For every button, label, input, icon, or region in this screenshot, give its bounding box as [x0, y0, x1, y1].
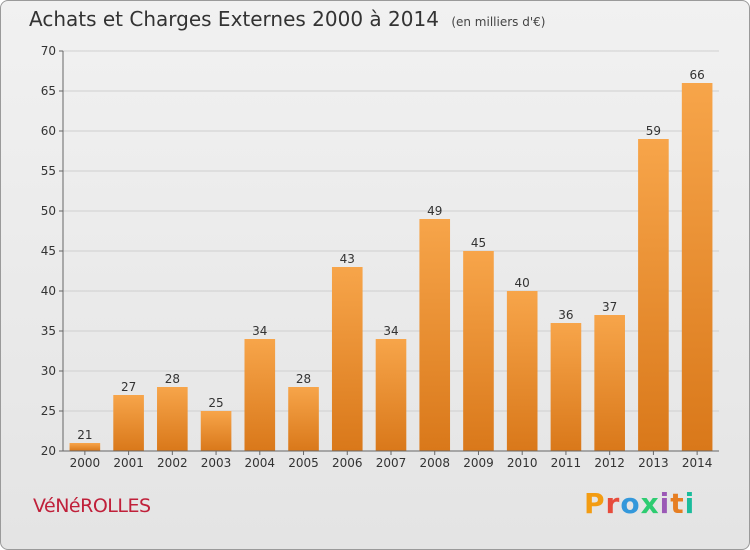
bar-2013 [638, 139, 669, 451]
x-tick-label-2000: 2000 [70, 456, 101, 470]
logo-letter: P [584, 487, 606, 520]
x-tick-label-2007: 2007 [376, 456, 407, 470]
place-name: VéNéROLLES [33, 495, 151, 517]
bar-2002 [157, 387, 188, 451]
proxiti-logo: Proxiti [584, 487, 695, 520]
chart-unit: (en milliers d'€) [451, 15, 546, 29]
value-label-2011: 36 [558, 308, 573, 322]
bar-2009 [463, 251, 494, 451]
x-tick-label-2010: 2010 [507, 456, 538, 470]
x-tick-label-2009: 2009 [463, 456, 494, 470]
x-tick-label-2004: 2004 [245, 456, 276, 470]
logo-letter: o [620, 487, 641, 520]
bar-2000 [69, 443, 101, 451]
x-tick-label-2002: 2002 [157, 456, 188, 470]
bar-2010 [506, 291, 538, 451]
bar-2014 [681, 83, 713, 451]
x-tick-label-2014: 2014 [682, 456, 713, 470]
bar-2005 [288, 387, 319, 451]
bar-2008 [419, 219, 451, 451]
y-tick-label: 40 [41, 284, 56, 298]
bar-2007 [375, 339, 407, 451]
bar-2006 [331, 267, 363, 451]
bars: 21 27 28 25 34 28 43 34 49 45 40 36 37 59 66 [69, 68, 713, 451]
y-tick-label: 50 [41, 204, 56, 218]
y-tick-label: 70 [41, 44, 56, 58]
value-label-2004: 34 [252, 324, 267, 338]
chart-title-text: Achats et Charges Externes 2000 à 2014 [29, 7, 439, 31]
y-tick-label: 35 [41, 324, 56, 338]
logo-letter: r [605, 487, 621, 520]
y-tick-label: 65 [41, 84, 56, 98]
value-label-2006: 43 [340, 252, 355, 266]
value-label-2008: 49 [427, 204, 442, 218]
value-label-2013: 59 [646, 124, 661, 138]
value-label-2003: 25 [208, 396, 223, 410]
logo-letter: i [684, 487, 696, 520]
value-label-2000: 21 [77, 428, 92, 442]
y-tick-label: 60 [41, 124, 56, 138]
x-tick-label-2001: 2001 [113, 456, 144, 470]
value-label-2014: 66 [689, 68, 704, 82]
x-tick-label-2011: 2011 [551, 456, 582, 470]
y-tick-label: 45 [41, 244, 56, 258]
logo-letter: t [670, 487, 685, 520]
value-label-2010: 40 [515, 276, 530, 290]
bar-2001 [113, 395, 144, 451]
value-label-2002: 28 [165, 372, 180, 386]
x-tick-label-2005: 2005 [288, 456, 319, 470]
value-label-2005: 28 [296, 372, 311, 386]
bar-2011 [550, 323, 582, 451]
x-tick-label-2006: 2006 [332, 456, 363, 470]
y-tick-label: 25 [41, 404, 56, 418]
x-tick-label-2013: 2013 [638, 456, 669, 470]
value-label-2007: 34 [383, 324, 398, 338]
x-tick-label-2008: 2008 [419, 456, 450, 470]
y-tick-label: 20 [41, 444, 56, 458]
x-tick-label-2003: 2003 [201, 456, 232, 470]
logo-letter: i [659, 487, 671, 520]
bar-2004 [244, 339, 276, 451]
bar-2012 [594, 315, 625, 451]
logo-letter: x [640, 487, 660, 520]
chart-title: Achats et Charges Externes 2000 à 2014 (… [29, 7, 545, 31]
y-tick-label: 30 [41, 364, 56, 378]
value-label-2012: 37 [602, 300, 617, 314]
y-tick-label: 55 [41, 164, 56, 178]
value-label-2009: 45 [471, 236, 486, 250]
x-tick-label-2012: 2012 [594, 456, 625, 470]
bar-2003 [200, 411, 232, 451]
value-label-2001: 27 [121, 380, 136, 394]
axes: 20 25 30 35 40 45 50 55 60 65 70 2000 2001 2002 2003 20… [41, 44, 719, 470]
